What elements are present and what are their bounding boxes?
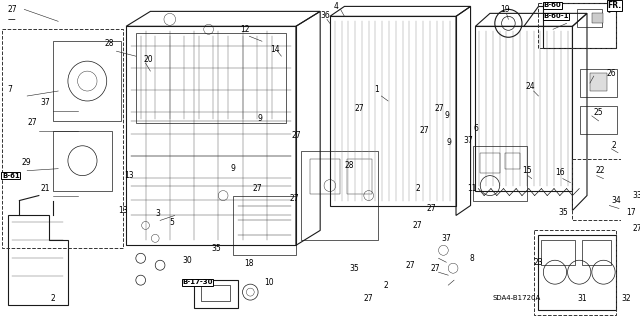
Text: 11: 11 [468, 184, 477, 193]
Bar [538, 4, 616, 48]
Bar [504, 153, 520, 169]
Text: 2: 2 [51, 293, 55, 303]
Text: 22: 22 [596, 166, 605, 175]
Text: 29: 29 [21, 158, 31, 167]
Text: 7: 7 [8, 85, 13, 93]
Text: 28: 28 [105, 39, 115, 48]
Bar [476, 26, 572, 190]
Bar [572, 159, 626, 220]
Text: 27: 27 [632, 224, 640, 233]
Text: B-60: B-60 [543, 3, 561, 8]
Bar [577, 9, 602, 27]
Text: 30: 30 [182, 256, 192, 265]
Bar [194, 280, 237, 308]
Text: 35: 35 [211, 244, 221, 253]
Text: 27: 27 [412, 221, 422, 230]
Bar [474, 146, 527, 201]
Bar [582, 240, 611, 265]
Bar [592, 13, 604, 23]
Bar [53, 131, 111, 190]
Text: 27: 27 [8, 5, 17, 14]
Bar [348, 159, 372, 194]
Text: 2: 2 [383, 281, 388, 290]
Bar [310, 159, 340, 194]
Text: 34: 34 [611, 196, 621, 205]
Bar [538, 235, 616, 310]
Text: 9: 9 [444, 111, 449, 120]
Bar [590, 73, 607, 91]
Bar [201, 285, 230, 301]
Text: 33: 33 [632, 191, 640, 200]
Text: 35: 35 [559, 208, 568, 217]
Text: 27: 27 [27, 118, 36, 127]
Text: 31: 31 [577, 293, 587, 303]
Text: 17: 17 [626, 208, 636, 217]
Text: 9: 9 [231, 164, 236, 173]
Bar [136, 33, 286, 123]
Text: 25: 25 [594, 108, 604, 117]
Text: 32: 32 [621, 293, 630, 303]
Text: 12: 12 [241, 25, 250, 34]
Text: 36: 36 [320, 11, 330, 20]
Text: 37: 37 [464, 136, 474, 145]
Text: 15: 15 [522, 166, 532, 175]
Text: 27: 27 [431, 264, 440, 273]
Text: 28: 28 [344, 161, 354, 170]
Text: 20: 20 [143, 55, 153, 64]
Text: 27: 27 [419, 126, 429, 135]
Text: 9: 9 [446, 138, 451, 147]
Bar [541, 240, 575, 265]
Text: 3: 3 [156, 209, 160, 218]
Text: B-61: B-61 [2, 173, 20, 179]
Text: 21: 21 [41, 184, 51, 193]
Text: 27: 27 [406, 261, 415, 270]
Text: 27: 27 [354, 104, 364, 114]
Bar [580, 69, 617, 97]
Text: 35: 35 [349, 264, 359, 273]
Text: B-60-1: B-60-1 [543, 13, 569, 19]
Text: 13: 13 [118, 206, 128, 215]
Text: FR.: FR. [607, 1, 621, 10]
Text: SDA4-B1720A: SDA4-B1720A [493, 295, 541, 301]
Bar [126, 26, 296, 245]
Text: 37: 37 [442, 234, 451, 243]
Bar [330, 16, 456, 205]
Bar [480, 153, 500, 173]
Text: 13: 13 [124, 171, 134, 180]
Text: 16: 16 [555, 168, 564, 177]
Text: 8: 8 [470, 254, 474, 263]
Text: 27: 27 [364, 293, 374, 303]
Text: 6: 6 [474, 124, 478, 133]
Text: 5: 5 [170, 218, 175, 227]
Bar [543, 4, 616, 48]
Text: 2: 2 [611, 141, 616, 150]
Bar [53, 41, 121, 121]
Text: 1: 1 [374, 85, 380, 93]
Text: 27: 27 [427, 204, 436, 213]
Text: 27: 27 [252, 184, 262, 193]
Bar [301, 151, 378, 240]
Bar [534, 230, 616, 315]
Text: 14: 14 [269, 45, 279, 54]
Text: 19: 19 [500, 5, 510, 14]
Text: 18: 18 [244, 259, 254, 268]
Text: —: — [8, 15, 15, 24]
Text: 26: 26 [606, 69, 616, 78]
Text: 24: 24 [526, 82, 536, 91]
Text: 27: 27 [435, 104, 444, 114]
Text: 37: 37 [41, 99, 51, 108]
Text: 23: 23 [534, 258, 543, 267]
Text: 9: 9 [257, 115, 262, 123]
Text: 27: 27 [289, 194, 299, 203]
Text: 27: 27 [291, 131, 301, 140]
Bar [233, 196, 296, 255]
Bar [2, 29, 124, 248]
Text: B-17-30: B-17-30 [182, 279, 213, 285]
Text: 4: 4 [334, 2, 339, 11]
Bar [580, 106, 617, 134]
Text: 10: 10 [264, 278, 273, 287]
Text: 2: 2 [415, 184, 420, 193]
